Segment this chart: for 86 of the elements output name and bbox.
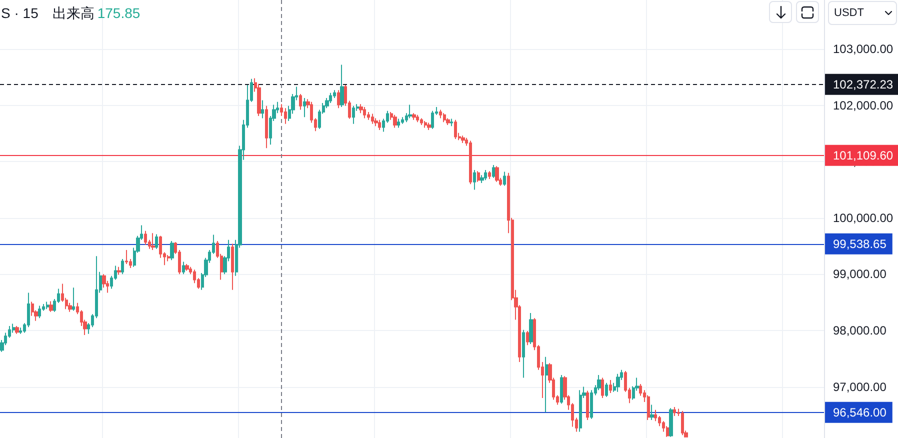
candlestick bbox=[495, 166, 499, 182]
candlestick bbox=[378, 119, 381, 131]
candlestick bbox=[337, 90, 340, 109]
candlestick bbox=[46, 301, 49, 310]
y-tick-label: 99,000.00 bbox=[833, 267, 887, 282]
candlestick bbox=[503, 171, 506, 186]
candlestick bbox=[654, 409, 657, 422]
candlestick bbox=[371, 113, 374, 124]
ref-line-label: 102,372.23 bbox=[833, 77, 894, 92]
candlestick bbox=[560, 374, 563, 404]
candlestick bbox=[597, 374, 601, 391]
candlestick bbox=[601, 377, 604, 399]
candlestick bbox=[363, 106, 366, 119]
candlestick bbox=[72, 287, 75, 312]
candlestick bbox=[38, 305, 41, 319]
candlestick bbox=[144, 230, 147, 246]
candlestick bbox=[616, 373, 620, 392]
candlestick bbox=[650, 404, 654, 420]
candlestick bbox=[473, 170, 476, 190]
candlestick bbox=[420, 118, 423, 126]
candlestick bbox=[261, 100, 264, 119]
candlestick bbox=[299, 94, 302, 110]
candlestick bbox=[117, 266, 121, 276]
y-tick-label: 100,000.00 bbox=[833, 210, 894, 225]
candlestick bbox=[450, 118, 453, 127]
candlestick bbox=[605, 382, 608, 398]
candlestick bbox=[125, 249, 128, 265]
candlestick bbox=[170, 240, 174, 261]
candlestick bbox=[427, 122, 431, 131]
candlestick bbox=[359, 104, 363, 114]
y-tick-label: 97,000.00 bbox=[833, 380, 887, 394]
candlestick bbox=[469, 140, 472, 185]
candlestick bbox=[454, 119, 457, 140]
y-axis-title: USDT bbox=[834, 7, 864, 20]
candlestick bbox=[408, 104, 412, 119]
candlestick bbox=[182, 261, 185, 275]
candlestick bbox=[329, 92, 332, 104]
candlestick bbox=[529, 312, 533, 344]
candlestick bbox=[167, 254, 170, 262]
ref-line-label: 101,109.60 bbox=[833, 148, 894, 162]
candlestick bbox=[488, 170, 491, 180]
candlestick bbox=[155, 234, 158, 250]
candlestick bbox=[461, 135, 465, 144]
candlestick bbox=[484, 170, 487, 181]
candlestick bbox=[303, 97, 306, 118]
candlestick bbox=[586, 390, 589, 420]
candlestick bbox=[352, 105, 355, 124]
candlestick bbox=[401, 116, 404, 124]
candlestick bbox=[185, 264, 189, 272]
candlestick bbox=[431, 110, 434, 130]
candlestick bbox=[49, 300, 53, 312]
dropdown: USDT bbox=[828, 1, 897, 25]
candlestick bbox=[443, 112, 446, 123]
candlestick bbox=[121, 258, 124, 275]
candlestick bbox=[284, 108, 287, 124]
candlestick bbox=[477, 170, 480, 182]
candlestick bbox=[424, 120, 427, 128]
candlestick bbox=[151, 232, 155, 250]
candlestick bbox=[393, 114, 397, 128]
candlestick bbox=[669, 408, 673, 438]
chart-title: S · 15 bbox=[1, 5, 38, 21]
candlestick bbox=[397, 118, 400, 128]
candlestick bbox=[522, 329, 525, 378]
y-tick-label: 98,000.00 bbox=[833, 323, 887, 338]
candlestick bbox=[545, 356, 548, 413]
candlestick bbox=[15, 325, 19, 334]
candlestick bbox=[673, 406, 676, 417]
candlestick bbox=[492, 164, 495, 178]
ref-line-label: 96,546.00 bbox=[833, 405, 887, 420]
candlestick bbox=[340, 64, 344, 108]
candlestick bbox=[68, 302, 72, 312]
candlestick bbox=[231, 243, 234, 290]
candlestick bbox=[439, 109, 442, 119]
y-tick-label: 103,000.00 bbox=[833, 42, 894, 56]
y-tick-label: 102,000.00 bbox=[833, 98, 894, 112]
annotation: 出来高 175.85 bbox=[52, 5, 140, 21]
candlestick bbox=[579, 390, 582, 432]
candlestick bbox=[681, 410, 684, 436]
candlestick bbox=[412, 112, 416, 120]
candlestick bbox=[19, 327, 22, 334]
ref-line-label: 99,538.65 bbox=[833, 236, 887, 251]
candlestick bbox=[416, 114, 419, 123]
candlestick bbox=[374, 118, 378, 127]
candlestick bbox=[526, 330, 529, 346]
candlestick bbox=[609, 380, 612, 394]
candlestick bbox=[265, 105, 268, 149]
